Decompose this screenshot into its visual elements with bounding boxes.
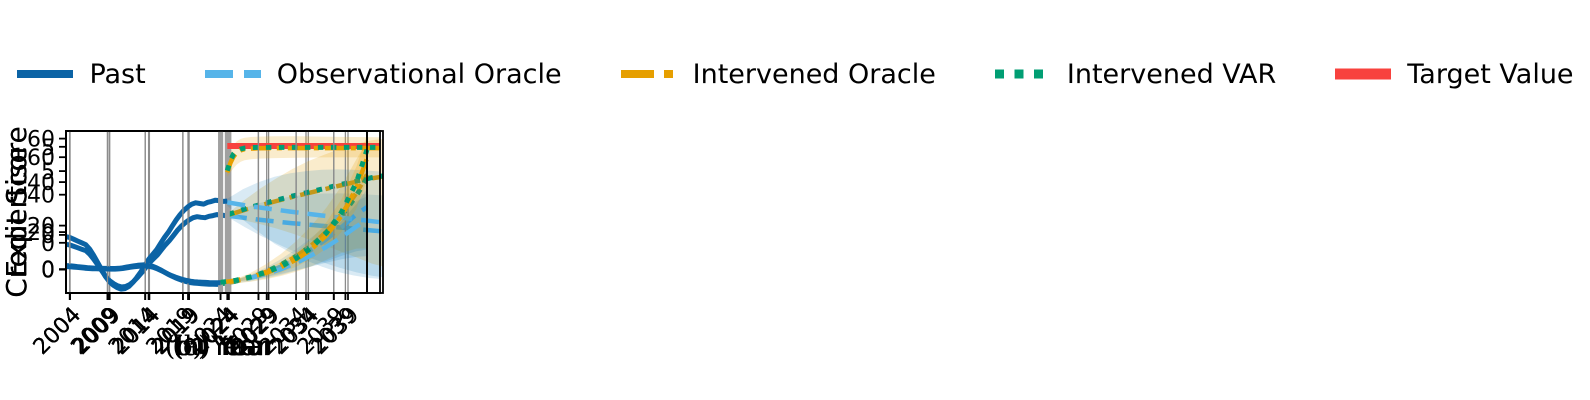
series-observational-oracle bbox=[220, 205, 369, 287]
y-tick-label: 0 bbox=[41, 259, 55, 284]
dotted-line-icon bbox=[994, 69, 1051, 79]
subplot-caption: (a) Year bbox=[173, 331, 276, 362]
band-intervened bbox=[220, 134, 367, 284]
series-intervened-var bbox=[220, 148, 370, 285]
y-axis-label: Expertise bbox=[0, 146, 33, 277]
legend-label-observational-oracle: Observational Oracle bbox=[276, 58, 562, 90]
subplot-c-expertise-target: 2004200920142019202420292034203905Expert… bbox=[0, 130, 381, 362]
series-past bbox=[65, 263, 221, 286]
y-tick-label: 40 bbox=[27, 184, 55, 209]
y-tick-label: 60 bbox=[27, 146, 55, 171]
y-axis-label: Credit Score bbox=[0, 126, 33, 298]
y-tick-label: 5 bbox=[41, 160, 55, 185]
legend-label-past: Past bbox=[89, 58, 146, 90]
dashdot-line-icon bbox=[620, 70, 677, 78]
band-intervened bbox=[220, 141, 367, 285]
y-tick-label: 0 bbox=[41, 232, 55, 257]
y-axis-label: Expertise bbox=[0, 146, 33, 277]
legend-label-intervened-oracle: Intervened Oracle bbox=[692, 58, 936, 90]
series-observational-oracle bbox=[220, 218, 369, 285]
legend-label-target-value: Target Value bbox=[1407, 58, 1574, 90]
dashed-line-icon bbox=[204, 70, 261, 78]
legend-item-intervened-oracle: Intervened Oracle bbox=[620, 59, 936, 90]
y-tick-label: 20 bbox=[27, 215, 55, 240]
subplot-caption: (c) Year bbox=[172, 331, 274, 362]
legend: Past Observational Oracle Intervened Ora… bbox=[0, 52, 1590, 96]
band-observational bbox=[220, 189, 367, 284]
subplot-caption: (b) Year bbox=[165, 331, 269, 362]
y-tick-label: 20 bbox=[27, 221, 55, 246]
legend-item-observational-oracle: Observational Oracle bbox=[204, 59, 562, 90]
y-axis-label: Credit Score bbox=[0, 126, 33, 298]
axes-frame bbox=[65, 130, 368, 294]
legend-item-past: Past bbox=[16, 58, 146, 90]
y-tick-label: 40 bbox=[27, 171, 55, 196]
y-tick-label: 60 bbox=[27, 128, 55, 153]
series-past bbox=[65, 197, 228, 292]
y-tick-label: 0 bbox=[41, 224, 55, 249]
past-line-icon bbox=[17, 70, 74, 78]
y-tick-label: 0 bbox=[41, 258, 55, 283]
legend-item-target-value: Target Value bbox=[1334, 58, 1574, 90]
solid-line-icon bbox=[1335, 68, 1392, 80]
band-observational bbox=[227, 169, 380, 279]
legend-item-intervened-var: Intervened VAR bbox=[994, 59, 1276, 90]
subplot-d-credit-score-target: 200420092014201920242029203420390204060C… bbox=[0, 126, 370, 362]
series-intervened-var bbox=[224, 144, 380, 172]
y-tick-label: 5 bbox=[41, 136, 55, 161]
subplot-caption: (d) Year bbox=[165, 331, 269, 362]
legend-label-intervened-var: Intervened VAR bbox=[1066, 58, 1277, 90]
